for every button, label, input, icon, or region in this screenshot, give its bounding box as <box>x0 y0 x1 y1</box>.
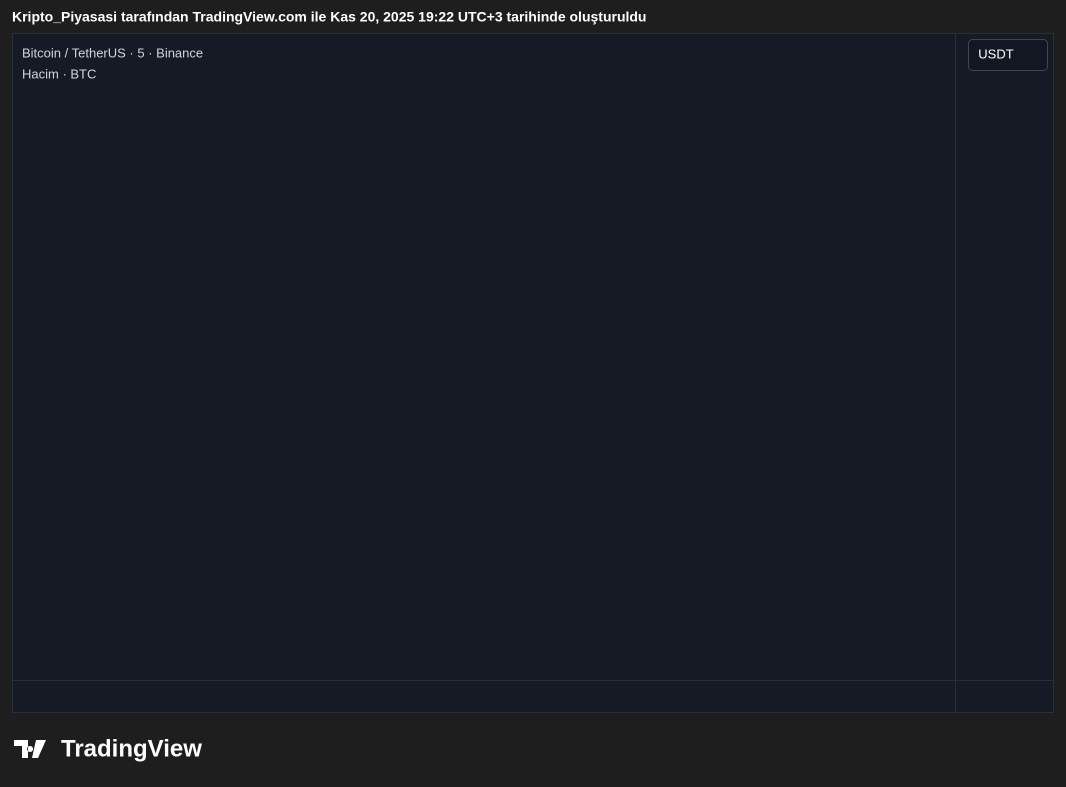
caption: Kripto_Piyasasi tarafından TradingView.c… <box>12 9 646 25</box>
logo-text: TradingView <box>61 735 202 762</box>
button-bg[interactable] <box>968 39 1048 71</box>
volume-title: Hacim · BTC <box>22 66 96 81</box>
legend: Bitcoin / TetherUS · 5 · Binance Hacim ·… <box>22 45 203 81</box>
symbol: Bitcoin / TetherUS · 5 · Binance <box>22 45 203 60</box>
chart-panel <box>12 33 1054 713</box>
logo: TradingView <box>14 735 202 762</box>
button-label[interactable]: USDT <box>978 46 1013 61</box>
currency-button[interactable]: USDT <box>968 39 1048 71</box>
logo-icon <box>14 740 46 758</box>
